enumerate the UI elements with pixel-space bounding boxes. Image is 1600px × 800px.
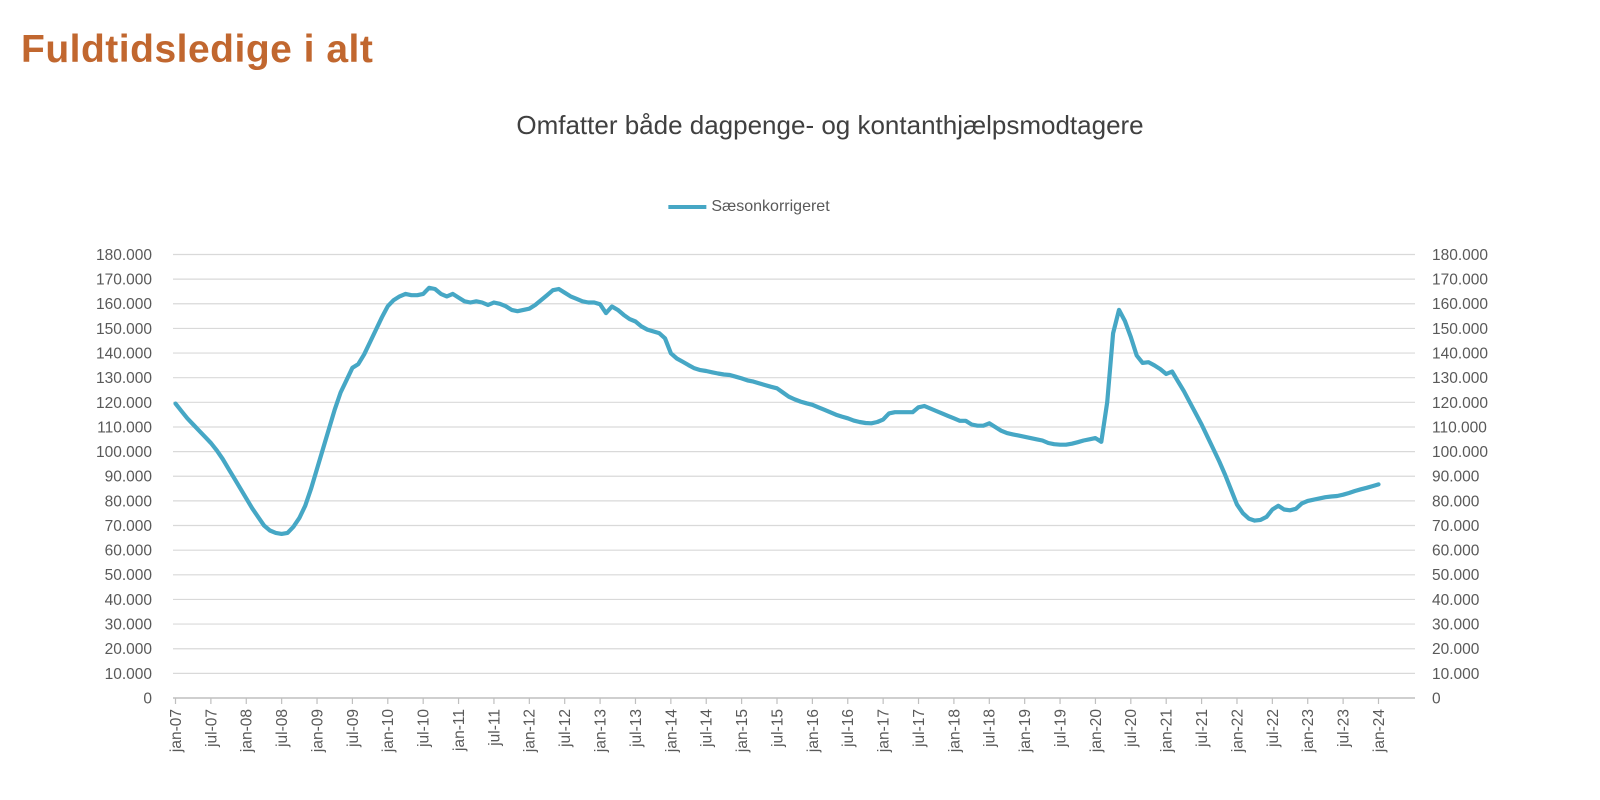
y-axis-label-left: 30.000 <box>105 617 153 634</box>
y-axis-label-left: 130.000 <box>96 370 152 387</box>
y-axis-label-right: 170.000 <box>1432 272 1488 289</box>
x-axis-label: jul-16 <box>840 709 857 748</box>
y-axis-label-left: 120.000 <box>96 395 152 412</box>
y-axis-label-left: 90.000 <box>105 469 153 486</box>
legend-line-swatch <box>668 205 707 209</box>
x-axis-label: jan-10 <box>380 709 397 753</box>
y-axis-label-right: 160.000 <box>1432 296 1488 313</box>
x-axis-label: jul-23 <box>1336 709 1353 748</box>
x-axis-label: jan-15 <box>734 709 751 753</box>
x-axis-label: jan-07 <box>168 709 185 753</box>
y-axis-label-left: 40.000 <box>105 592 153 609</box>
x-axis-label: jul-10 <box>416 709 433 748</box>
y-axis-label-left: 100.000 <box>96 444 152 461</box>
x-axis-label: jan-23 <box>1300 709 1317 753</box>
y-axis-label-right: 20.000 <box>1432 641 1480 658</box>
y-axis-label-right: 30.000 <box>1432 617 1480 634</box>
y-axis-label-left: 170.000 <box>96 272 152 289</box>
y-axis-label-right: 120.000 <box>1432 395 1488 412</box>
y-axis-label-right: 140.000 <box>1432 345 1488 362</box>
y-axes: 0 0 10.000 10.000 20.000 20.000 30.000 30.000 40… <box>96 247 1488 708</box>
x-axis-label: jan-16 <box>805 709 822 753</box>
x-axis-label: jul-11 <box>486 709 503 747</box>
y-axis-label-right: 80.000 <box>1432 493 1480 510</box>
y-axis-label-right: 130.000 <box>1432 370 1488 387</box>
y-axis-label-left: 20.000 <box>105 641 153 658</box>
gridlines <box>173 253 1415 674</box>
x-axis-label: jul-21 <box>1194 709 1211 748</box>
x-axis-label: jul-12 <box>557 709 574 748</box>
y-axis-label-right: 0 <box>1432 690 1441 707</box>
y-axis-label-left: 60.000 <box>105 543 153 560</box>
y-axis-label-right: 150.000 <box>1432 321 1488 338</box>
series-line-saesonkorrigeret <box>173 285 1381 537</box>
x-axis-label: jan-13 <box>593 709 610 753</box>
x-axis-label: jan-12 <box>522 709 539 753</box>
y-axis-label-left: 10.000 <box>105 666 153 683</box>
y-axis-label-left: 180.000 <box>96 247 152 264</box>
x-axis-label: jul-15 <box>769 709 786 748</box>
x-axis-label: jan-22 <box>1229 709 1246 753</box>
y-axis-label-left: 140.000 <box>96 345 152 362</box>
x-axis-label: jul-07 <box>203 709 220 748</box>
y-axis-label-right: 70.000 <box>1432 518 1480 535</box>
y-axis-label-right: 180.000 <box>1432 247 1488 264</box>
x-axis-label: jan-17 <box>876 709 893 753</box>
page-title: Fuldtidsledige i alt <box>21 28 374 71</box>
x-axis-label: jan-24 <box>1371 709 1388 753</box>
y-axis-label-right: 40.000 <box>1432 592 1480 609</box>
y-axis-label-left: 160.000 <box>96 296 152 313</box>
x-axis-label: jul-13 <box>628 709 645 748</box>
y-axis-label-right: 90.000 <box>1432 469 1480 486</box>
x-axis-label: jul-22 <box>1265 709 1282 748</box>
y-axis-label-left: 50.000 <box>105 567 153 584</box>
x-axis-label: jul-09 <box>345 709 362 748</box>
chart-title: Omfatter både dagpenge- og kontanthjælps… <box>516 110 1144 140</box>
x-axis-label: jan-20 <box>1088 709 1105 753</box>
x-axis-label: jan-19 <box>1017 709 1034 753</box>
y-axis-label-right: 110.000 <box>1432 419 1487 436</box>
y-axis-label-left: 80.000 <box>105 493 153 510</box>
y-axis-label-left: 110.000 <box>97 419 152 436</box>
x-axis-label: jul-17 <box>911 709 928 748</box>
x-axis-label: jan-18 <box>946 709 963 753</box>
x-axis-label: jul-19 <box>1052 709 1069 748</box>
legend-series-label: Sæsonkorrigeret <box>711 198 830 215</box>
y-axis-label-left: 0 <box>143 690 152 707</box>
y-axis-label-right: 50.000 <box>1432 567 1480 584</box>
x-axis-label: jan-11 <box>451 709 468 752</box>
y-axis-label-right: 10.000 <box>1432 666 1480 683</box>
y-axis-label-left: 150.000 <box>96 321 152 338</box>
y-axis-label-right: 60.000 <box>1432 543 1480 560</box>
x-axis-label: jul-08 <box>274 709 291 748</box>
x-axis-label: jan-09 <box>309 709 326 753</box>
y-axis-label-right: 100.000 <box>1432 444 1488 461</box>
chart-legend: Sæsonkorrigeret <box>668 198 830 216</box>
x-axis-label: jul-14 <box>699 709 716 748</box>
x-axis-label: jul-18 <box>982 709 999 748</box>
x-axis-label: jan-08 <box>239 709 256 753</box>
x-axis-label: jan-14 <box>663 709 680 753</box>
x-axis: jan-07 jul-07 jan-08 jul-08 jan-09 jul-09 jan-… <box>168 697 1415 753</box>
x-axis-label: jul-20 <box>1123 709 1140 748</box>
y-axis-label-left: 70.000 <box>105 518 153 535</box>
x-axis-label: jan-21 <box>1159 709 1176 753</box>
